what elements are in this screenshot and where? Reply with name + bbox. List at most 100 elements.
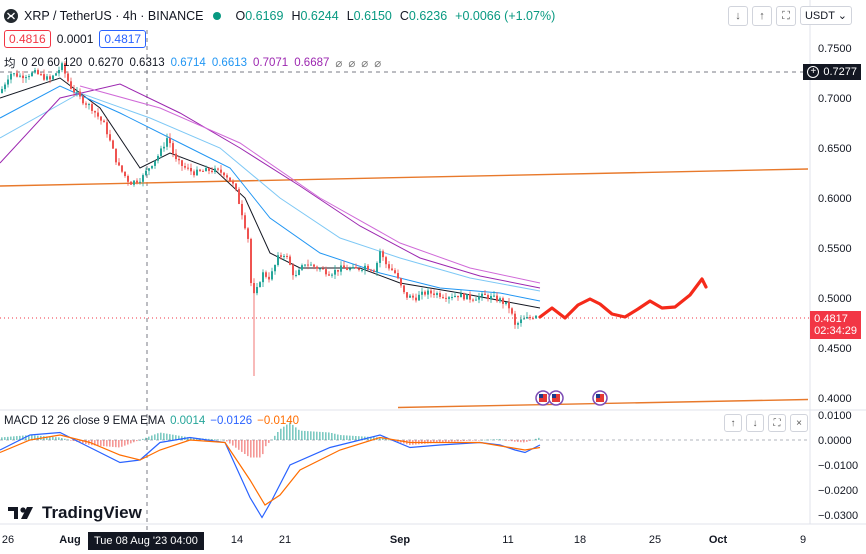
x-tick-label: 26 xyxy=(2,534,14,546)
us-flag-icon[interactable] xyxy=(592,390,608,406)
candle-body xyxy=(409,295,411,298)
macd-histogram-bar xyxy=(496,439,498,440)
candle-body xyxy=(340,265,342,272)
x-tick-label: 25 xyxy=(649,534,661,546)
macd-tick-label: −0.0200 xyxy=(818,485,858,497)
macd-legend[interactable]: MACD 12 26 close 9 EMA EMA 0.0014 −0.012… xyxy=(4,415,300,427)
us-flag-icon[interactable] xyxy=(548,390,564,406)
candle-body xyxy=(256,286,258,294)
arrow-up-icon[interactable]: ↑ xyxy=(752,6,772,26)
tradingview-logo[interactable]: TradingView xyxy=(8,503,142,523)
macd-label: MACD 12 26 close 9 EMA EMA xyxy=(4,415,166,427)
candle-body xyxy=(454,295,456,298)
price-series xyxy=(1,61,537,376)
macd-histogram-bar xyxy=(349,435,351,440)
macd-histogram-bar xyxy=(127,440,129,445)
candle-body xyxy=(40,74,42,76)
macd-histogram-bar xyxy=(343,435,345,440)
macd-histogram-bar xyxy=(256,440,258,458)
candle-body xyxy=(250,238,252,284)
macd-histogram-bar xyxy=(103,440,105,447)
macd-histogram-bar xyxy=(274,435,276,440)
macd-histogram-bar xyxy=(226,440,228,442)
candle-body xyxy=(292,264,294,276)
candle-body xyxy=(487,295,489,300)
macd-histogram-bar xyxy=(304,430,306,440)
macd-histogram-bar xyxy=(454,440,456,442)
ma-line-ma200 xyxy=(0,83,541,289)
macd-histogram-bar xyxy=(424,440,426,444)
macd-histogram-bar xyxy=(319,431,321,440)
macd-histogram-bar xyxy=(175,435,177,440)
buy-price-button[interactable]: 0.4817 xyxy=(99,30,147,48)
candle-body xyxy=(106,122,108,135)
macd-histogram-bar xyxy=(379,437,381,440)
event-markers xyxy=(535,390,608,406)
spread-value: 0.0001 xyxy=(56,32,94,46)
candle-body xyxy=(322,268,324,270)
arrow-down-icon[interactable]: ↓ xyxy=(728,6,748,26)
macd-histogram-bar xyxy=(277,432,279,440)
x-tick-label: Oct xyxy=(709,534,728,546)
macd-histogram-bar xyxy=(436,440,438,443)
symbol-title[interactable]: XRP / TetherUS · 4h · BINANCE xyxy=(24,9,204,23)
fullscreen-icon[interactable]: ⛶ xyxy=(776,6,796,26)
sell-price-button[interactable]: 0.4816 xyxy=(4,30,51,48)
macd-histogram-bar xyxy=(259,440,261,458)
gear-icon[interactable]: ⌀ xyxy=(348,58,356,70)
ma-line-ma120 xyxy=(0,92,541,292)
candle-body xyxy=(208,168,210,171)
candle-body xyxy=(154,160,156,166)
plus-icon[interactable]: + xyxy=(807,66,820,78)
candle-body xyxy=(34,70,36,73)
ma-legend[interactable]: 均 0 20 60 120 0.6270 0.6313 0.6714 0.661… xyxy=(4,57,382,70)
arrow-down-icon[interactable]: ↓ xyxy=(746,414,764,432)
more-icon[interactable]: ⌀ xyxy=(374,58,382,70)
macd-histogram-bar xyxy=(505,440,507,441)
candle-body xyxy=(412,295,414,298)
candle-body xyxy=(421,291,423,295)
macd-histogram-bar xyxy=(49,436,51,440)
grid xyxy=(0,0,866,530)
candle-body xyxy=(190,167,192,172)
macd-histogram-bar xyxy=(106,440,108,447)
macd-histogram-bar xyxy=(508,440,510,441)
candle-body xyxy=(529,317,531,319)
candle-body xyxy=(286,255,288,257)
macd-histogram-bar xyxy=(331,433,333,440)
fullscreen-icon[interactable]: ⛶ xyxy=(768,414,786,432)
macd-histogram-bar xyxy=(142,438,144,440)
arrow-up-icon[interactable]: ↑ xyxy=(724,414,742,432)
macd-histogram-bar xyxy=(97,440,99,446)
axes: 0.7500 0.7000 0.6500 0.6000 0.5500 0.5000 0.45… xyxy=(2,43,858,546)
candle-body xyxy=(397,273,399,279)
candle-body xyxy=(49,76,51,80)
candle-body xyxy=(520,319,522,324)
macd-histogram-bar xyxy=(10,436,12,440)
candle-body xyxy=(172,143,174,154)
macd-histogram-bar xyxy=(466,440,468,441)
candle-body xyxy=(247,228,249,239)
y-tick-label: 0.5000 xyxy=(818,293,852,305)
macd-histogram-bar xyxy=(19,435,21,440)
macd-histogram-bar xyxy=(61,438,63,440)
candle-body xyxy=(58,70,60,74)
currency-select[interactable]: USDT ⌄ xyxy=(799,6,852,25)
trash-icon[interactable]: ⌀ xyxy=(361,58,369,70)
eye-icon[interactable]: ⌀ xyxy=(335,58,343,70)
x-tick-label: 9 xyxy=(800,534,806,546)
us-flag-icon[interactable] xyxy=(535,390,551,406)
candle-body xyxy=(502,298,504,304)
macd-histogram-bar xyxy=(298,429,300,440)
close-icon[interactable]: × xyxy=(790,414,808,432)
y-tick-label: 0.4500 xyxy=(818,343,852,355)
candle-body xyxy=(445,297,447,299)
macd-histogram-bar xyxy=(388,439,390,441)
candle-body xyxy=(133,180,135,185)
candle-body xyxy=(373,270,375,272)
candle-body xyxy=(259,282,261,287)
macd-histogram-bar xyxy=(463,440,465,441)
x-tick-label: Aug xyxy=(59,534,80,546)
macd-histogram-bar xyxy=(469,440,471,441)
